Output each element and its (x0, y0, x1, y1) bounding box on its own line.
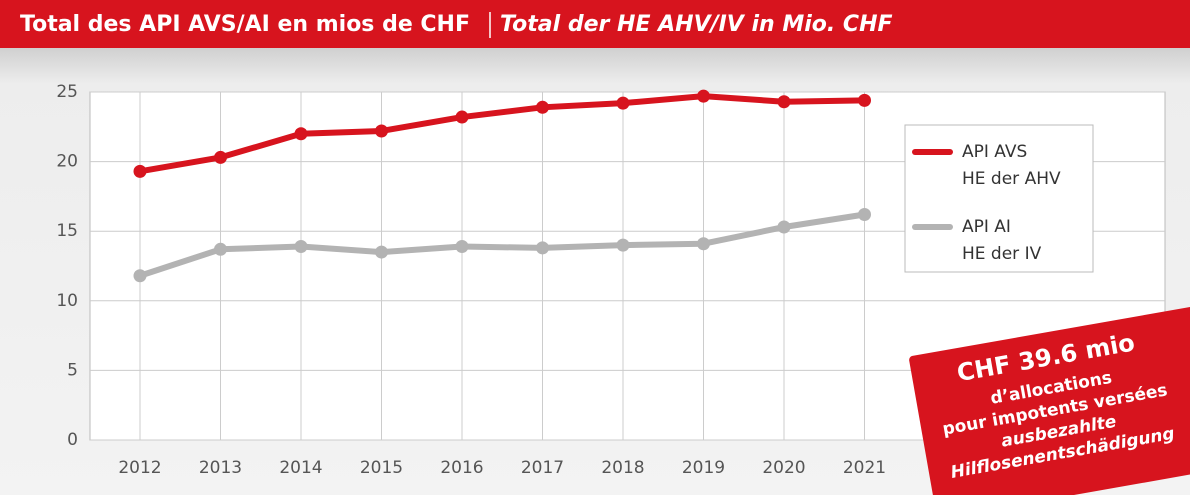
point (616, 96, 630, 110)
point (697, 89, 710, 103)
x-tick-label: 2018 (601, 458, 644, 478)
legend-label-de: HE der AHV (962, 169, 1061, 189)
point (858, 93, 871, 107)
point (697, 237, 710, 251)
x-tick-label: 2013 (199, 458, 242, 478)
point (536, 241, 549, 255)
series-line (139, 211, 865, 279)
y-tick-label: 0 (67, 430, 78, 450)
point (375, 124, 388, 138)
title-bar (0, 0, 1190, 48)
point (214, 242, 227, 256)
series-line (139, 93, 865, 175)
point (214, 150, 227, 164)
y-tick-label: 5 (67, 360, 78, 380)
point (455, 240, 469, 254)
point (777, 95, 791, 109)
y-tick-label: 25 (56, 82, 78, 102)
x-tick-label: 2014 (279, 458, 322, 478)
x-tick-label: 2021 (843, 458, 886, 478)
y-tick-label: 15 (56, 221, 78, 241)
point (536, 100, 549, 114)
x-tick-label: 2016 (440, 458, 483, 478)
x-tick-label: 2020 (762, 458, 805, 478)
point (375, 245, 388, 259)
y-tick-label: 10 (56, 291, 78, 311)
point (616, 238, 630, 252)
legend-label-de: HE der IV (962, 244, 1042, 264)
x-tick-label: 2015 (360, 458, 403, 478)
point (858, 207, 871, 221)
legend-label: API AI (962, 217, 1011, 237)
chart-subtitle: Total der HE AHV/IV in Mio. CHF (500, 12, 893, 37)
point (133, 164, 147, 178)
x-tick-label: 2017 (521, 458, 564, 478)
x-tick-label: 2012 (118, 458, 161, 478)
point (294, 240, 308, 254)
x-tick-label: 2019 (682, 458, 725, 478)
point (777, 220, 791, 234)
legend-label: API AVS (962, 142, 1027, 162)
y-tick-label: 20 (56, 152, 78, 172)
callout-box (909, 306, 1190, 495)
point (294, 127, 308, 141)
point (455, 110, 469, 124)
chart-title: Total des API AVS/AI en mios de CHF (20, 12, 470, 37)
point (133, 269, 147, 283)
